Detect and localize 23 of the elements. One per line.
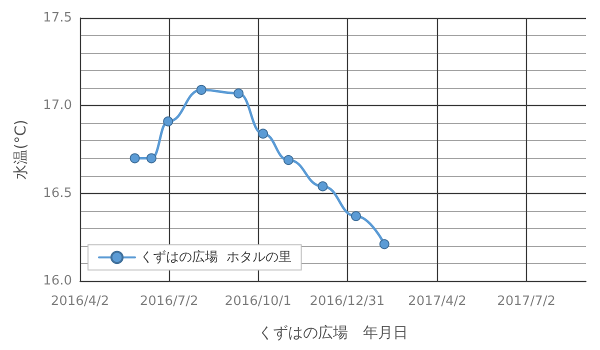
y-axis-title: 水温(°C) [12, 120, 30, 180]
x-tick-label: 2016/7/2 [140, 294, 198, 309]
x-tick-label: 2016/12/31 [310, 294, 385, 309]
point [379, 239, 390, 250]
point [351, 211, 361, 222]
x-tick-label: 2017/7/2 [497, 294, 556, 309]
y-tick-label: 16.0 [43, 274, 72, 288]
x-tick-label: 2016/4/2 [50, 294, 110, 309]
point [196, 84, 206, 95]
legend-label: くずはの広場 ホタルの里 [140, 248, 292, 265]
point [163, 116, 174, 126]
point [234, 88, 244, 98]
x-axis-title: くずはの広場 年月日 [258, 324, 408, 342]
y-tick-label: 17.0 [43, 98, 72, 114]
point [258, 128, 268, 139]
point [318, 181, 328, 192]
point [146, 153, 156, 164]
point [283, 155, 294, 166]
x-tick-label: 2017/4/2 [408, 294, 466, 309]
y-tick-label: 17.5 [43, 10, 72, 26]
x-tick-label: 2016/10/1 [224, 294, 292, 309]
y-tick-label: 16.5 [43, 186, 72, 201]
point [130, 153, 140, 164]
